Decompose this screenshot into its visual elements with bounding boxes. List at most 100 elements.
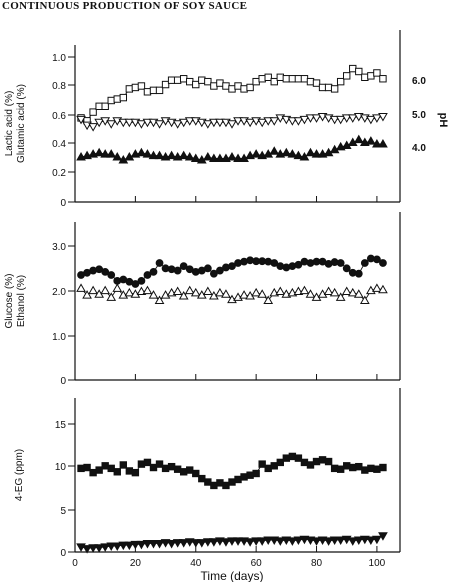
data-point — [276, 73, 284, 81]
data-point — [336, 465, 345, 473]
data-point — [107, 271, 116, 279]
data-point — [276, 458, 284, 467]
data-point — [172, 286, 183, 296]
data-point — [155, 86, 164, 95]
data-point — [209, 269, 218, 278]
data-point — [372, 114, 382, 123]
data-point — [373, 255, 381, 264]
data-point — [172, 539, 183, 548]
data-point — [136, 147, 147, 157]
data-point — [125, 467, 134, 475]
data-point — [204, 77, 212, 86]
data-point — [355, 462, 363, 471]
data-point — [125, 85, 134, 93]
data-point — [246, 83, 254, 92]
data-point — [311, 149, 322, 158]
data-point — [137, 276, 146, 285]
data-point — [94, 544, 105, 553]
data-point — [252, 469, 260, 478]
y-tick-label: 3.0 — [52, 242, 66, 253]
data-point — [192, 469, 200, 478]
data-point — [257, 118, 268, 128]
data-point — [173, 76, 182, 84]
data-point — [293, 117, 304, 126]
data-point — [179, 262, 188, 271]
data-point — [378, 138, 388, 148]
data-point — [204, 478, 212, 486]
data-point — [167, 76, 176, 84]
data-point — [246, 471, 254, 479]
data-point — [101, 462, 109, 470]
y-tick-label: 15 — [55, 420, 67, 431]
data-point — [300, 75, 309, 83]
data-point — [209, 538, 219, 547]
data-point — [305, 147, 316, 157]
data-point — [270, 259, 279, 267]
data-point — [323, 286, 334, 296]
y-axis-label: Glucose (%) — [4, 273, 15, 328]
data-point — [263, 117, 274, 126]
data-point — [305, 114, 316, 123]
y2-tick-label: 5.0 — [412, 110, 426, 121]
data-point — [378, 112, 388, 122]
data-point — [221, 289, 231, 298]
data-point — [88, 285, 98, 295]
data-point — [142, 285, 153, 295]
data-point — [367, 72, 375, 80]
data-point — [130, 540, 141, 550]
y-axis-label: Glutamic acid (%) — [16, 84, 27, 163]
data-point — [149, 268, 158, 276]
data-point — [306, 461, 315, 469]
data-point — [347, 537, 358, 546]
data-point — [106, 542, 117, 552]
data-point — [330, 85, 339, 93]
data-point — [95, 466, 103, 474]
data-point — [179, 75, 188, 83]
y-tick-label: 0 — [60, 376, 66, 387]
data-point — [77, 464, 85, 473]
data-point — [136, 120, 147, 129]
data-point — [124, 287, 135, 297]
data-point — [245, 538, 255, 547]
data-point — [148, 290, 159, 299]
data-point — [234, 82, 242, 90]
data-point — [154, 295, 165, 304]
data-point — [336, 259, 345, 267]
data-point — [82, 290, 92, 299]
data-point — [154, 539, 165, 549]
data-point — [124, 541, 135, 551]
data-point — [240, 473, 248, 481]
data-point — [258, 460, 266, 468]
data-point — [343, 72, 351, 80]
data-point — [192, 80, 200, 89]
data-point — [227, 120, 237, 129]
x-tick-label: 100 — [369, 558, 386, 569]
data-point — [335, 292, 346, 301]
data-point — [275, 286, 286, 296]
data-point — [269, 117, 280, 126]
data-point — [76, 283, 86, 292]
data-point — [300, 458, 309, 467]
data-point — [228, 262, 236, 271]
data-point — [137, 460, 146, 468]
data-point — [101, 102, 109, 110]
data-point — [287, 149, 298, 158]
data-point — [142, 539, 153, 549]
data-point — [233, 537, 243, 546]
data-point — [137, 82, 146, 90]
x-tick-label: 60 — [251, 558, 263, 569]
data-point — [88, 123, 98, 132]
data-point — [366, 536, 376, 546]
data-point — [148, 150, 159, 160]
data-point — [264, 73, 272, 81]
data-point — [216, 266, 224, 275]
data-point — [100, 543, 111, 552]
data-point — [311, 114, 322, 123]
data-point — [353, 536, 364, 546]
data-point — [100, 285, 111, 295]
data-point — [281, 147, 292, 157]
data-point — [318, 456, 327, 464]
data-point — [372, 283, 382, 292]
data-point — [299, 152, 310, 161]
data-point — [379, 463, 387, 472]
